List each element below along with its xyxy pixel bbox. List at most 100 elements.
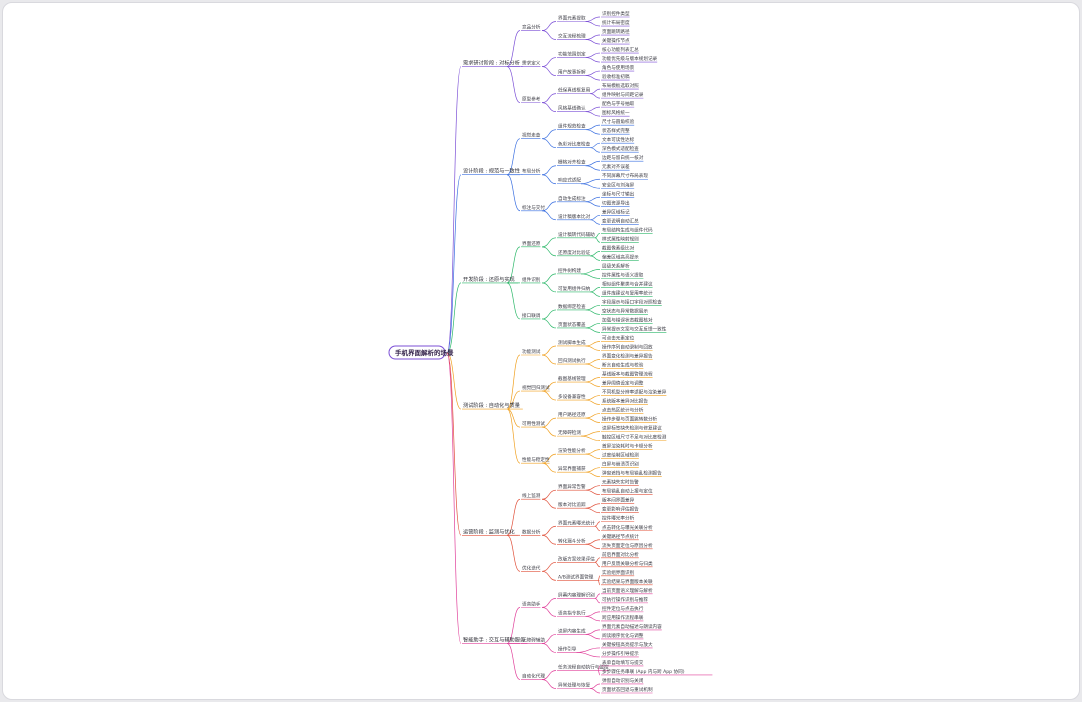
- leaf-node[interactable]: 加载与错误状态截图核对: [602, 316, 653, 323]
- leaf-node[interactable]: 差异阈值设定与调整: [602, 380, 644, 387]
- leaf-node[interactable]: 弹窗自动识别与关闭: [602, 677, 644, 684]
- leaf-node[interactable]: 状态样式完整: [602, 127, 630, 134]
- sub-node[interactable]: 版本对比追踪: [558, 501, 586, 508]
- sub-node[interactable]: 界面异常告警: [558, 483, 586, 490]
- leaf-node[interactable]: 字段展示与接口字段对照检查: [602, 298, 662, 305]
- leaf-node[interactable]: 安全区与刘海屏: [602, 181, 635, 188]
- branch-node[interactable]: 运营阶段 : 监测与优化: [463, 527, 515, 535]
- topic-node[interactable]: 线上监测: [522, 492, 541, 499]
- leaf-node[interactable]: 关键路径节点统计: [602, 533, 639, 540]
- leaf-node[interactable]: 核心功能列表汇总: [602, 46, 639, 53]
- leaf-node[interactable]: 弹窗遮挡与布局错乱检测报告: [602, 470, 662, 477]
- branch-node[interactable]: 测试阶段 : 自动化与质量: [463, 401, 520, 409]
- leaf-node[interactable]: 可点击元素定位: [602, 334, 635, 341]
- leaf-node[interactable]: 变更影响评估报告: [602, 506, 639, 513]
- sub-node[interactable]: 转化漏斗分析: [558, 537, 586, 544]
- leaf-node[interactable]: 触控区域尺寸不足与对比度检测: [602, 434, 667, 441]
- leaf-node[interactable]: 布局结构生成与组件代码: [602, 226, 653, 233]
- topic-node[interactable]: 可用性测试: [522, 420, 545, 427]
- topic-node[interactable]: 数据分析: [522, 528, 541, 535]
- sub-node[interactable]: 任务流程自动执行与监控: [558, 663, 609, 670]
- leaf-node[interactable]: 当前页面语义理解与解析: [602, 587, 653, 594]
- leaf-node[interactable]: 功能优先级与版本规划记录: [602, 55, 658, 62]
- leaf-node[interactable]: 边距与留白统一核对: [602, 154, 644, 161]
- leaf-node[interactable]: 组件库建议与复用率统计: [602, 289, 653, 296]
- leaf-node[interactable]: 相似组件聚类与合并建议: [602, 280, 653, 287]
- leaf-node[interactable]: 首屏渲染耗时与卡顿分析: [602, 443, 653, 450]
- leaf-node[interactable]: 元素对齐误差: [602, 163, 630, 170]
- topic-node[interactable]: 性能与稳定性: [522, 456, 550, 463]
- sub-node[interactable]: 低保真线框复用: [558, 87, 591, 94]
- leaf-node[interactable]: 识别控件类型: [602, 10, 630, 17]
- sub-node[interactable]: 数据绑定检查: [558, 303, 586, 310]
- leaf-node[interactable]: 切图资源导出: [602, 199, 630, 206]
- leaf-node[interactable]: 点击转化与曝光关联分析: [602, 524, 653, 531]
- leaf-node[interactable]: 组件映射与间距记录: [602, 91, 644, 98]
- sub-node[interactable]: 读屏内容生成: [558, 627, 586, 634]
- sub-node[interactable]: 测试脚本生成: [558, 339, 586, 346]
- branch-node[interactable]: 智能助手 : 交互与辅助服务: [463, 635, 525, 643]
- topic-node[interactable]: 接口联调: [522, 312, 541, 319]
- sub-node[interactable]: 用户路径还原: [558, 411, 586, 418]
- leaf-node[interactable]: 不同屏幕尺寸布局表现: [602, 172, 648, 179]
- sub-node[interactable]: 截图基线管理: [558, 375, 586, 382]
- leaf-node[interactable]: 样式属性映射规则: [602, 235, 639, 242]
- topic-node[interactable]: 界面还原: [522, 240, 541, 247]
- leaf-node[interactable]: 文本可读性达标: [602, 136, 635, 143]
- sub-node[interactable]: 界面元素提取: [558, 15, 586, 22]
- leaf-node[interactable]: 用户反馈关联分析与归类: [602, 560, 653, 567]
- leaf-node[interactable]: 差异区域标记: [602, 208, 630, 215]
- sub-node[interactable]: 控件树构建: [558, 267, 581, 274]
- leaf-node[interactable]: 关键按钮高亮提示与放大: [602, 641, 653, 648]
- topic-node[interactable]: 功能测试: [522, 348, 541, 355]
- leaf-node[interactable]: 页面跳转路径: [602, 28, 630, 35]
- topic-node[interactable]: 无障碍辅助: [522, 636, 545, 643]
- sub-node[interactable]: 色彩对比度检查: [558, 141, 591, 148]
- leaf-node[interactable]: 统计布局密度: [602, 19, 630, 26]
- leaf-node[interactable]: 元素缺失实时告警: [602, 479, 639, 486]
- sub-node[interactable]: 改版方案效果评估: [558, 555, 595, 562]
- topic-node[interactable]: 优化迭代: [522, 564, 541, 571]
- topic-node[interactable]: 需求定义: [522, 60, 541, 67]
- leaf-node[interactable]: 可执行操作识别与推荐: [602, 596, 648, 603]
- leaf-node[interactable]: 点击热区统计与分析: [602, 407, 644, 414]
- sub-node[interactable]: 交互流程梳理: [558, 33, 586, 40]
- leaf-node[interactable]: 层级关系解析: [602, 262, 630, 269]
- sub-node[interactable]: 栅格对齐检查: [558, 159, 586, 166]
- sub-node[interactable]: 操作引导: [558, 645, 577, 652]
- leaf-node[interactable]: 坐标与尺寸输出: [602, 190, 635, 197]
- sub-node[interactable]: 回归测试执行: [558, 357, 586, 364]
- leaf-node[interactable]: 页面状态回退与重试机制: [602, 686, 653, 693]
- topic-node[interactable]: 视觉回归测试: [522, 384, 550, 391]
- leaf-node[interactable]: 空状态与异常数据展示: [602, 307, 648, 314]
- topic-node[interactable]: 竞品分析: [522, 24, 541, 31]
- sub-node[interactable]: 页面状态覆盖: [558, 321, 586, 328]
- leaf-node[interactable]: 截图像素级比对: [602, 244, 635, 251]
- leaf-node[interactable]: 布局模板选取对照: [602, 82, 639, 89]
- leaf-node[interactable]: 表单自动填写与提交: [602, 659, 644, 666]
- leaf-node[interactable]: 操作步骤与页面跳转数分析: [602, 416, 658, 423]
- topic-node[interactable]: 布局分析: [522, 168, 541, 175]
- sub-node[interactable]: 响应式适配: [558, 177, 581, 184]
- leaf-node[interactable]: 界面变化检测与差异报告: [602, 353, 653, 360]
- branch-node[interactable]: 开发阶段 : 还原与实现: [463, 275, 515, 283]
- leaf-node[interactable]: 深色模式适配检查: [602, 145, 639, 152]
- leaf-node[interactable]: 断言自动生成与校验: [602, 362, 644, 369]
- leaf-node[interactable]: 关键操作节点: [602, 37, 630, 44]
- topic-node[interactable]: 自动化代理: [522, 672, 545, 679]
- leaf-node[interactable]: 偏差区域高亮提示: [602, 253, 639, 260]
- sub-node[interactable]: 用户故事拆解: [558, 69, 586, 76]
- leaf-node[interactable]: 阅读顺序优化与调整: [602, 632, 644, 639]
- topic-node[interactable]: 标注与交付: [522, 204, 545, 211]
- sub-node[interactable]: 界面元素曝光统计: [558, 519, 595, 526]
- leaf-node[interactable]: 图标风格统一: [602, 109, 630, 116]
- leaf-node[interactable]: 验收标准初稿: [602, 73, 630, 80]
- sub-node[interactable]: 风格基线确认: [558, 105, 586, 112]
- sub-node[interactable]: 无障碍检测: [558, 429, 581, 436]
- leaf-node[interactable]: 流失页面定位与原因分析: [602, 542, 653, 549]
- leaf-node[interactable]: 版本间界面差异: [602, 497, 635, 504]
- sub-node[interactable]: 自动生成标注: [558, 195, 586, 202]
- leaf-node[interactable]: 控件曝光率分析: [602, 515, 635, 522]
- sub-node[interactable]: 语音指令执行: [558, 609, 586, 616]
- leaf-node[interactable]: 过度绘制区域检测: [602, 452, 639, 459]
